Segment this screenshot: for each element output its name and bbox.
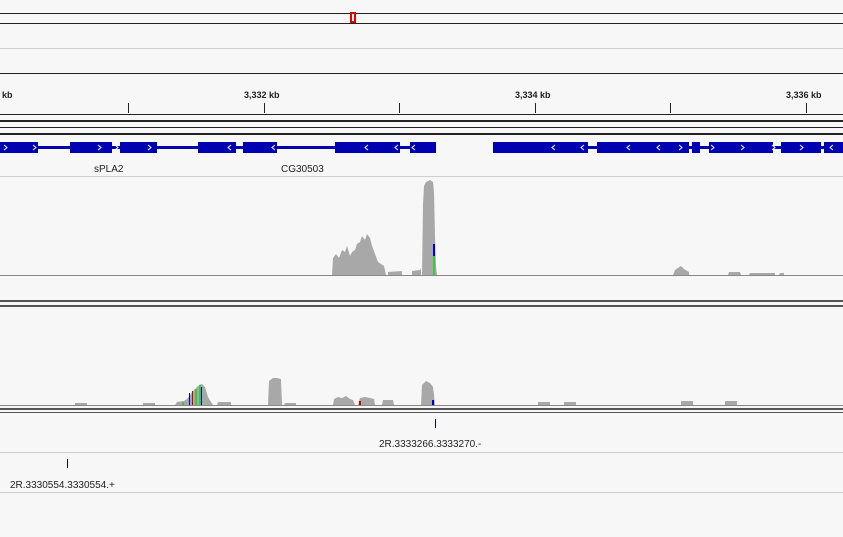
- ruler-tick: [535, 103, 536, 113]
- panel-separator: [0, 412, 843, 413]
- ruler-tick: [806, 103, 807, 113]
- gene-label-spla2[interactable]: sPLA2: [94, 164, 124, 175]
- ruler-label-3336: 3,336 kb: [786, 90, 822, 100]
- feature-marker-1[interactable]: [435, 419, 436, 428]
- ideogram-bottom-line: [0, 23, 843, 24]
- track-divider: [0, 176, 843, 177]
- coverage-baseline-1: [0, 275, 843, 276]
- track-separator: [0, 133, 843, 135]
- feature-label-2[interactable]: 2R.3330554.3330554.+: [10, 480, 115, 491]
- ruler-tick: [264, 103, 265, 113]
- gene-label-cg30503[interactable]: CG30503: [281, 164, 324, 175]
- track-separator: [0, 127, 843, 128]
- ruler-label-kb: kb: [2, 90, 13, 100]
- panel-separator: [0, 305, 843, 307]
- track-divider: [0, 452, 843, 453]
- ruler-tick: [399, 103, 400, 113]
- ruler-label-3332: 3,332 kb: [244, 90, 280, 100]
- panel-divider: [0, 48, 843, 49]
- feature-label-1[interactable]: 2R.3333266.3333270.-: [379, 439, 482, 450]
- track-separator: [0, 120, 843, 122]
- track-divider: [0, 492, 843, 493]
- current-region-box[interactable]: [350, 12, 356, 23]
- coverage-track-1[interactable]: [0, 176, 843, 276]
- feature-marker-2[interactable]: [67, 459, 68, 468]
- ruler-tick: [670, 103, 671, 113]
- ruler-bottom-line: [0, 114, 843, 115]
- ideogram-top-line: [0, 13, 843, 14]
- ruler-tick: [128, 103, 129, 113]
- coverage-baseline-2: [0, 405, 843, 406]
- panel-separator: [0, 300, 843, 302]
- gene-track[interactable]: [0, 138, 843, 158]
- panel-separator: [0, 408, 843, 410]
- ruler-label-3334: 3,334 kb: [515, 90, 551, 100]
- ruler-top-line: [0, 73, 843, 74]
- coverage-track-2[interactable]: [0, 305, 843, 405]
